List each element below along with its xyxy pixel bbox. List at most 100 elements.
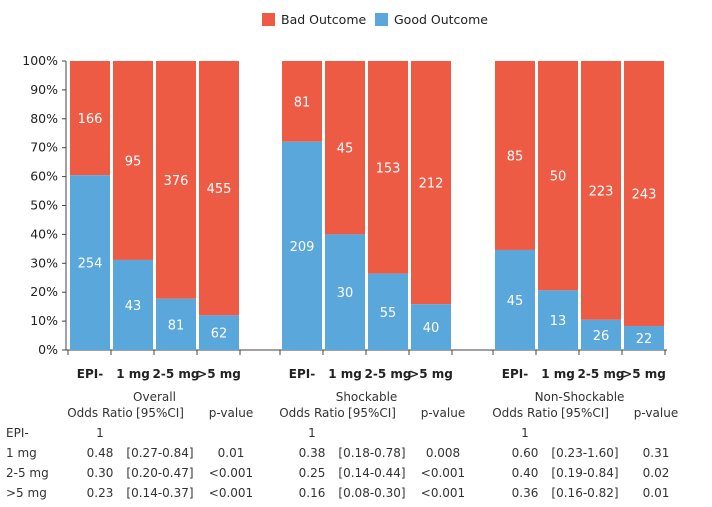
data-label-bad: 153	[376, 161, 401, 176]
data-label-good: 26	[593, 329, 610, 344]
table-cell: [0.20-0.47]	[126, 466, 193, 480]
bar-good-outcome	[156, 298, 196, 350]
data-label-good: 209	[290, 240, 315, 255]
y-tick-label: 90%	[30, 82, 58, 97]
table-cell: 1	[308, 426, 316, 440]
table-row-label: 2-5 mg	[6, 466, 49, 480]
table-cell: 0.48	[87, 446, 114, 460]
x-category-label: 2-5 mg	[365, 367, 412, 381]
table-cell: <0.001	[209, 466, 253, 480]
bar-bad-outcome	[70, 61, 110, 176]
bar-bad-outcome	[368, 61, 408, 274]
x-category-label: 1 mg	[116, 367, 150, 381]
bar-bad-outcome	[495, 61, 535, 250]
bar-bad-outcome	[325, 61, 365, 235]
bar-bad-outcome	[156, 61, 196, 299]
data-label-bad: 45	[337, 142, 354, 157]
bar-bad-outcome	[199, 61, 239, 316]
data-label-good: 62	[211, 327, 228, 342]
bar-good-outcome	[70, 175, 110, 350]
table-header: p-value	[421, 406, 465, 420]
table-cell: [0.18-0.78]	[338, 446, 405, 460]
table-cell: 1	[96, 426, 104, 440]
table-cell: 0.25	[299, 466, 326, 480]
group-label: Overall	[133, 390, 176, 404]
bar-bad-outcome	[282, 61, 322, 142]
table-cell: 0.30	[87, 466, 114, 480]
x-category-label: 2-5 mg	[153, 367, 200, 381]
table-header: p-value	[634, 406, 678, 420]
x-category-label: 1 mg	[328, 367, 362, 381]
table-cell: [0.19-0.84]	[551, 466, 618, 480]
table-cell: [0.23-1.60]	[551, 446, 618, 460]
group-label: Non-Shockable	[535, 390, 625, 404]
data-label-bad: 223	[589, 184, 614, 199]
bar-good-outcome	[624, 326, 664, 350]
table-cell: <0.001	[421, 486, 465, 500]
y-tick-label: 60%	[30, 169, 58, 184]
table-cell: [0.08-0.30]	[338, 486, 405, 500]
legend-label-bad: Bad Outcome	[281, 12, 367, 27]
x-category-label: EPI-	[289, 367, 315, 381]
group-label: Shockable	[336, 390, 398, 404]
data-label-good: 254	[78, 257, 103, 272]
data-label-bad: 212	[419, 177, 444, 192]
x-category-label: >5 mg	[197, 367, 241, 381]
bar-good-outcome	[581, 319, 621, 350]
table-row-label: >5 mg	[6, 486, 47, 500]
y-tick-label: 80%	[30, 111, 58, 126]
data-label-bad: 455	[207, 182, 232, 197]
bar-good-outcome	[411, 304, 451, 350]
table-cell: 0.36	[512, 486, 539, 500]
x-category-label: >5 mg	[622, 367, 666, 381]
table-cell: 0.38	[299, 446, 326, 460]
table-cell: [0.14-0.44]	[338, 466, 405, 480]
y-tick-label: 100%	[22, 53, 58, 68]
y-tick-label: 20%	[30, 284, 58, 299]
data-label-bad: 85	[507, 149, 524, 164]
bar-good-outcome	[495, 249, 535, 350]
bar-bad-outcome	[538, 61, 578, 291]
table-cell: [0.14-0.37]	[126, 486, 193, 500]
y-tick-label: 10%	[30, 313, 58, 328]
bar-bad-outcome	[581, 61, 621, 320]
data-label-bad: 50	[550, 170, 567, 185]
legend-label-good: Good Outcome	[394, 12, 488, 27]
y-tick-label: 40%	[30, 226, 58, 241]
data-label-bad: 166	[78, 112, 103, 127]
x-category-label: 2-5 mg	[578, 367, 625, 381]
bar-good-outcome	[538, 290, 578, 350]
data-label-good: 40	[423, 321, 440, 336]
data-label-good: 45	[507, 294, 524, 309]
table-header: p-value	[209, 406, 253, 420]
bar-good-outcome	[325, 234, 365, 350]
data-label-good: 30	[337, 286, 354, 301]
x-category-label: >5 mg	[409, 367, 453, 381]
y-tick-label: 70%	[30, 140, 58, 155]
table-cell: 0.01	[643, 486, 670, 500]
data-label-bad: 95	[125, 154, 142, 169]
table-row-label: EPI-	[6, 426, 29, 440]
data-label-bad: 81	[294, 95, 311, 110]
table-cell: 0.23	[87, 486, 114, 500]
table-cell: [0.16-0.82]	[551, 486, 618, 500]
bar-good-outcome	[368, 273, 408, 350]
x-category-label: 1 mg	[541, 367, 575, 381]
data-label-good: 22	[636, 332, 653, 347]
table-header: Odds Ratio	[492, 406, 558, 420]
bar-good-outcome	[113, 259, 153, 350]
bar-bad-outcome	[113, 61, 153, 260]
legend-swatch-good	[375, 13, 388, 26]
bar-bad-outcome	[411, 61, 451, 305]
table-cell: <0.001	[421, 466, 465, 480]
data-label-good: 55	[380, 306, 397, 321]
x-category-label: EPI-	[502, 367, 528, 381]
table-cell: 0.60	[512, 446, 539, 460]
table-cell: 0.16	[299, 486, 326, 500]
table-header: [95%CI]	[348, 406, 396, 420]
y-tick-label: 30%	[30, 255, 58, 270]
legend-swatch-bad	[262, 13, 275, 26]
data-label-good: 43	[125, 299, 142, 314]
